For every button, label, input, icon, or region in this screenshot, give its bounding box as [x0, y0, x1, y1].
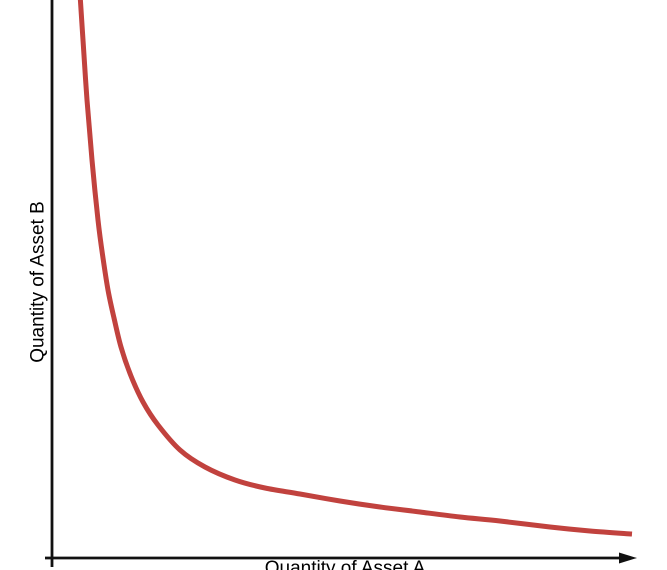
x-axis-label: Quantity of Asset A: [264, 558, 426, 570]
indifference-curve: [77, 0, 633, 537]
y-axis-label: Quantity of Asset B: [27, 201, 49, 363]
x-axis-arrowhead-icon: [619, 552, 637, 564]
